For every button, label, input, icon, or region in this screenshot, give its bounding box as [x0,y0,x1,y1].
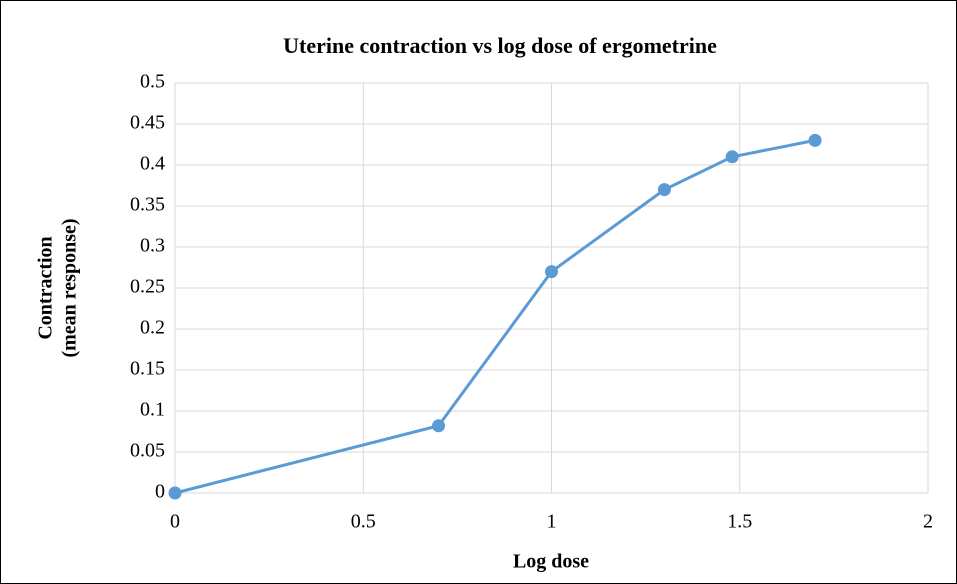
chart-title: Uterine contraction vs log dose of ergom… [283,33,717,58]
y-tick-label: 0.15 [130,358,165,380]
y-tick-label: 0 [155,481,165,503]
x-axis-label: Log dose [513,551,589,573]
data-point [725,150,739,164]
x-tick-label: 2 [923,511,933,533]
data-point [432,419,446,433]
x-tick-label: 1 [547,511,557,533]
x-tick-label: 0 [170,511,180,533]
y-tick-label: 0.45 [130,112,165,134]
y-axis-label-line: (mean response) [59,218,81,357]
y-tick-label: 0.25 [130,276,165,298]
y-tick-label: 0.1 [140,399,165,421]
y-tick-label: 0.05 [130,440,165,462]
y-axis-label: Contraction (mean response) [35,218,81,357]
y-tick-label: 0.3 [140,235,165,257]
x-tick-label: 0.5 [351,511,376,533]
data-line [174,138,816,495]
y-tick-label: 0.5 [140,71,165,93]
x-tick-label: 1.5 [727,511,752,533]
data-point [808,133,822,147]
y-axis-label-line: Contraction [35,236,57,339]
data-point [545,265,558,279]
data-point [168,486,182,500]
data-point [657,183,671,197]
y-tick-label: 0.2 [140,317,165,339]
y-tick-label: 0.4 [140,153,165,175]
y-tick-label: 0.35 [130,194,165,216]
